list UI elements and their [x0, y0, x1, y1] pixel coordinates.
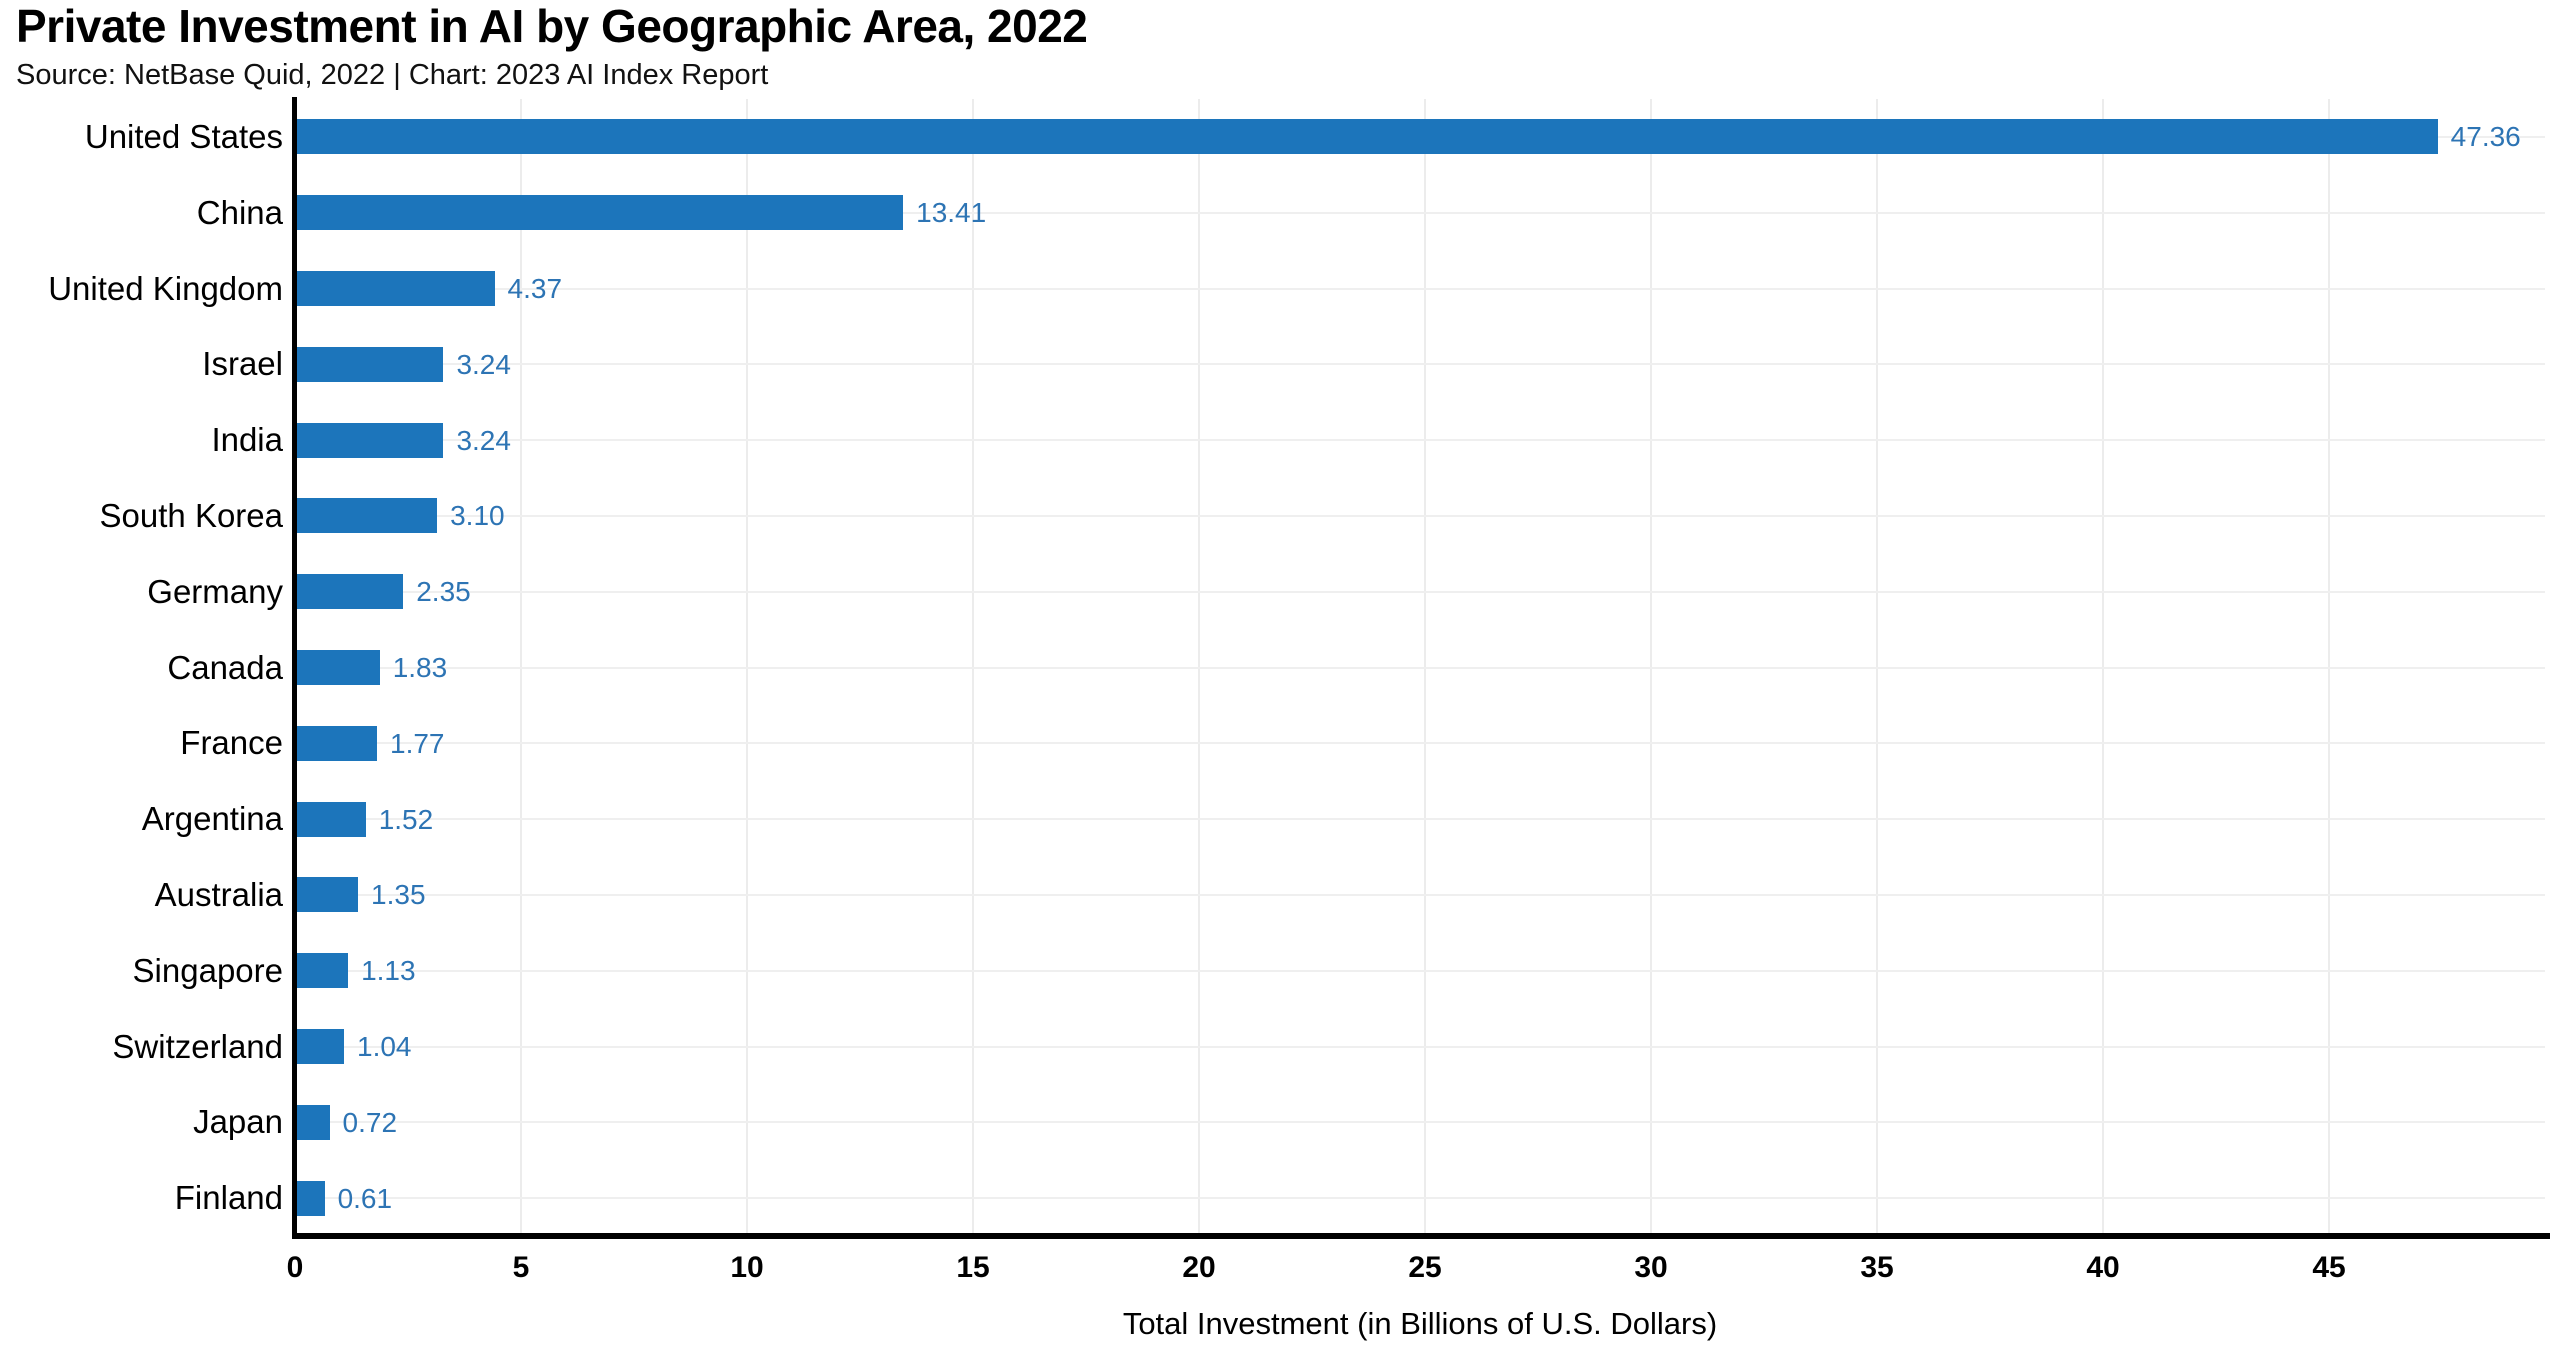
- category-label: Canada: [167, 648, 283, 686]
- value-label: 1.04: [357, 1031, 412, 1062]
- horizontal-gridline: [295, 439, 2545, 442]
- value-label: 0.61: [337, 1182, 393, 1214]
- bar: [297, 1104, 330, 1140]
- x-tick-label: 5: [512, 1251, 530, 1284]
- value-label: 3.24: [456, 424, 511, 456]
- horizontal-gridline: [295, 893, 2545, 896]
- bar: [297, 650, 380, 685]
- x-axis-line: [292, 1233, 2550, 1239]
- bar: [297, 877, 359, 913]
- bar: [297, 119, 2438, 155]
- bar: [297, 195, 904, 231]
- y-axis-line: [292, 97, 297, 1238]
- bar: [297, 574, 404, 610]
- category-label: Singapore: [132, 951, 283, 989]
- category-label: Israel: [202, 345, 283, 383]
- x-tick-label: 20: [1182, 1251, 1216, 1284]
- x-tick-label: 45: [2312, 1251, 2346, 1284]
- value-label: 0.72: [342, 1106, 398, 1138]
- x-tick-label: 40: [2086, 1251, 2120, 1284]
- value-label: 1.83: [392, 652, 448, 683]
- x-tick-label: 30: [1634, 1251, 1668, 1284]
- bar: [297, 953, 349, 989]
- value-label: 1.52: [378, 803, 434, 835]
- horizontal-gridline: [295, 211, 2545, 214]
- x-tick-label: 15: [956, 1251, 990, 1284]
- bar: [297, 801, 366, 837]
- horizontal-gridline: [295, 818, 2545, 821]
- value-label: 1.13: [361, 955, 416, 987]
- bar: [297, 422, 444, 458]
- x-tick-label: 0: [286, 1251, 304, 1284]
- chart-subtitle: Source: NetBase Quid, 2022 | Chart: 2023…: [16, 59, 769, 91]
- x-tick-label: 25: [1408, 1251, 1442, 1284]
- value-label: 3.24: [456, 348, 511, 380]
- category-label: France: [180, 724, 283, 762]
- category-label: Finland: [174, 1179, 283, 1217]
- value-label: 4.37: [507, 273, 563, 304]
- bar: [297, 1180, 325, 1216]
- bar: [297, 271, 495, 306]
- horizontal-gridline: [295, 969, 2545, 972]
- category-label: Argentina: [141, 800, 283, 838]
- category-label: South Korea: [99, 496, 283, 534]
- value-label: 3.10: [450, 500, 505, 532]
- horizontal-gridline: [295, 666, 2545, 669]
- category-label: India: [211, 421, 283, 459]
- category-label: Germany: [147, 572, 283, 610]
- horizontal-gridline: [295, 742, 2545, 745]
- category-label: Switzerland: [112, 1027, 283, 1065]
- x-tick-label: 35: [1860, 1251, 1894, 1284]
- horizontal-gridline: [295, 590, 2545, 593]
- value-label: 1.35: [371, 879, 426, 911]
- x-axis-title: Total Investment (in Billions of U.S. Do…: [1122, 1306, 1718, 1341]
- bar: [297, 498, 438, 534]
- category-label: United States: [84, 117, 283, 155]
- horizontal-gridline: [295, 287, 2545, 290]
- horizontal-gridline: [295, 514, 2545, 517]
- x-tick-label: 10: [730, 1251, 764, 1284]
- bar: [297, 1029, 344, 1064]
- horizontal-gridline: [295, 1045, 2545, 1048]
- horizontal-gridline: [295, 1197, 2545, 1200]
- category-label: Japan: [193, 1103, 283, 1141]
- category-label: United Kingdom: [48, 269, 283, 307]
- value-label: 2.35: [416, 576, 471, 608]
- category-label: China: [196, 193, 283, 231]
- horizontal-gridline: [295, 1121, 2545, 1124]
- value-label: 47.36: [2450, 121, 2521, 153]
- value-label: 1.77: [390, 727, 445, 759]
- bar: [297, 725, 377, 761]
- chart-title: Private Investment in AI by Geographic A…: [16, 0, 1088, 52]
- bar: [297, 346, 444, 382]
- category-label: Australia: [154, 875, 283, 913]
- horizontal-gridline: [295, 363, 2545, 366]
- value-label: 13.41: [916, 197, 987, 229]
